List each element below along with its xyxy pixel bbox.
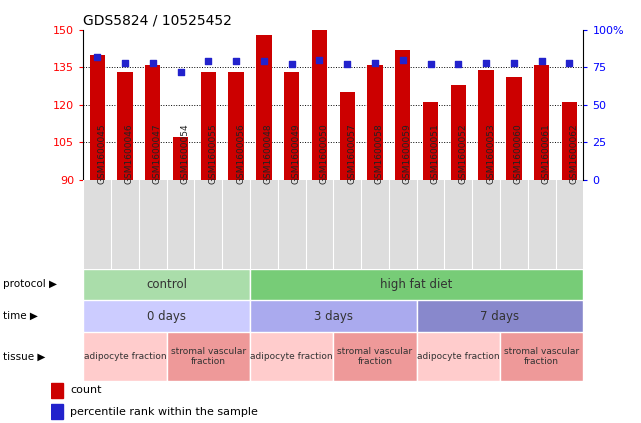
Bar xyxy=(367,65,383,180)
Text: GSM1600055: GSM1600055 xyxy=(208,124,217,184)
Point xyxy=(509,59,519,66)
Bar xyxy=(395,49,410,180)
Text: GDS5824 / 10525452: GDS5824 / 10525452 xyxy=(83,13,232,27)
Text: GSM1600061: GSM1600061 xyxy=(542,124,551,184)
Text: adipocyte fraction: adipocyte fraction xyxy=(251,352,333,361)
Text: GSM1600054: GSM1600054 xyxy=(181,124,190,184)
Text: control: control xyxy=(146,278,187,291)
Bar xyxy=(51,383,63,398)
Text: tissue ▶: tissue ▶ xyxy=(3,352,46,361)
Point xyxy=(397,56,408,63)
Point xyxy=(259,58,269,65)
Bar xyxy=(228,72,244,180)
Bar xyxy=(284,72,299,180)
Text: stromal vascular
fraction: stromal vascular fraction xyxy=(171,347,246,366)
Text: 3 days: 3 days xyxy=(314,310,353,323)
Point xyxy=(426,61,436,68)
Bar xyxy=(201,72,216,180)
Text: GSM1600056: GSM1600056 xyxy=(236,124,245,184)
Bar xyxy=(500,332,583,381)
Text: percentile rank within the sample: percentile rank within the sample xyxy=(70,407,258,417)
Text: high fat diet: high fat diet xyxy=(381,278,453,291)
Text: GSM1600053: GSM1600053 xyxy=(486,124,495,184)
Point xyxy=(342,61,353,68)
Bar xyxy=(90,55,105,180)
Text: GSM1600062: GSM1600062 xyxy=(569,124,578,184)
Text: GSM1600060: GSM1600060 xyxy=(514,124,523,184)
Bar xyxy=(451,85,466,180)
Text: GSM1600059: GSM1600059 xyxy=(403,124,412,184)
Bar xyxy=(83,332,167,381)
Text: 7 days: 7 days xyxy=(480,310,520,323)
Point xyxy=(481,59,491,66)
Text: GSM1600051: GSM1600051 xyxy=(431,124,440,184)
Text: GSM1600058: GSM1600058 xyxy=(375,124,384,184)
Text: GSM1600046: GSM1600046 xyxy=(125,124,134,184)
Text: adipocyte fraction: adipocyte fraction xyxy=(84,352,166,361)
Bar xyxy=(117,72,133,180)
Text: time ▶: time ▶ xyxy=(3,311,38,321)
Bar xyxy=(173,137,188,180)
Bar xyxy=(534,65,549,180)
Text: 0 days: 0 days xyxy=(147,310,186,323)
Bar xyxy=(51,404,63,419)
Bar xyxy=(83,300,250,332)
Bar xyxy=(256,35,272,180)
Text: GSM1600052: GSM1600052 xyxy=(458,124,467,184)
Point xyxy=(231,58,241,65)
Point xyxy=(453,61,463,68)
Text: GSM1600048: GSM1600048 xyxy=(264,124,273,184)
Point xyxy=(203,58,213,65)
Text: GSM1600049: GSM1600049 xyxy=(292,124,301,184)
Point xyxy=(314,56,324,63)
Text: adipocyte fraction: adipocyte fraction xyxy=(417,352,499,361)
Point xyxy=(564,59,574,66)
Bar xyxy=(417,332,500,381)
Text: stromal vascular
fraction: stromal vascular fraction xyxy=(504,347,579,366)
Point xyxy=(120,59,130,66)
Point xyxy=(287,61,297,68)
Point xyxy=(176,68,186,75)
Bar xyxy=(506,77,522,180)
Bar xyxy=(83,269,250,300)
Bar xyxy=(333,332,417,381)
Bar xyxy=(250,332,333,381)
Text: GSM1600057: GSM1600057 xyxy=(347,124,356,184)
Point xyxy=(370,59,380,66)
Bar xyxy=(562,102,577,180)
Bar xyxy=(340,92,355,180)
Point xyxy=(147,59,158,66)
Text: GSM1600045: GSM1600045 xyxy=(97,124,106,184)
Bar xyxy=(250,300,417,332)
Bar xyxy=(250,269,583,300)
Bar xyxy=(312,30,327,180)
Point xyxy=(537,58,547,65)
Bar xyxy=(478,70,494,180)
Bar xyxy=(417,300,583,332)
Bar xyxy=(423,102,438,180)
Text: stromal vascular
fraction: stromal vascular fraction xyxy=(337,347,413,366)
Point xyxy=(92,53,103,60)
Text: protocol ▶: protocol ▶ xyxy=(3,280,57,289)
Text: count: count xyxy=(70,385,101,396)
Text: GSM1600050: GSM1600050 xyxy=(319,124,328,184)
Bar xyxy=(145,65,160,180)
Text: GSM1600047: GSM1600047 xyxy=(153,124,162,184)
Bar xyxy=(167,332,250,381)
